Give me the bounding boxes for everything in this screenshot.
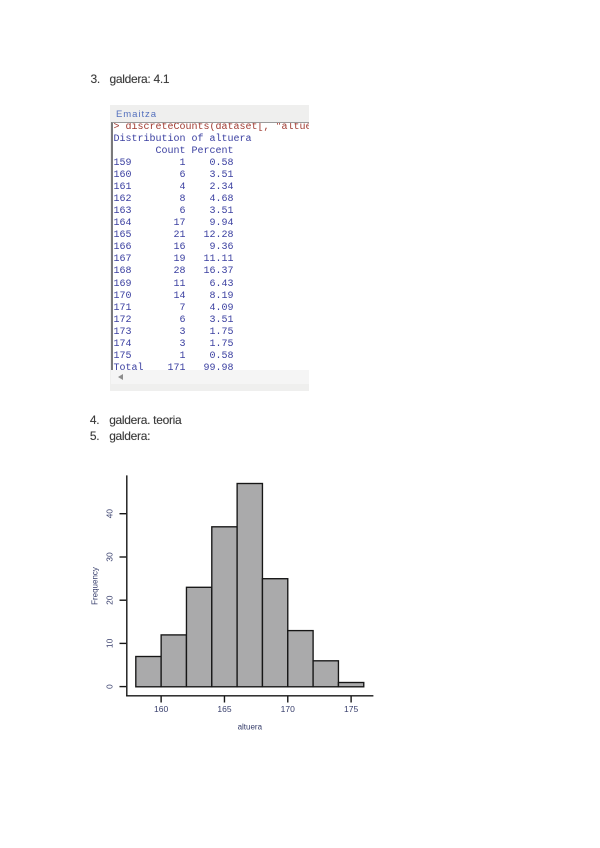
svg-text:10: 10 bbox=[105, 638, 115, 648]
svg-text:40: 40 bbox=[105, 509, 115, 519]
svg-text:165: 165 bbox=[217, 704, 231, 714]
svg-text:0: 0 bbox=[105, 684, 115, 689]
svg-text:30: 30 bbox=[105, 552, 115, 562]
svg-text:Frequency: Frequency bbox=[91, 567, 100, 605]
svg-text:160: 160 bbox=[154, 704, 168, 714]
svg-text:altuera: altuera bbox=[238, 723, 263, 732]
svg-text:20: 20 bbox=[105, 595, 115, 605]
svg-text:170: 170 bbox=[281, 704, 295, 714]
svg-text:175: 175 bbox=[344, 704, 358, 714]
